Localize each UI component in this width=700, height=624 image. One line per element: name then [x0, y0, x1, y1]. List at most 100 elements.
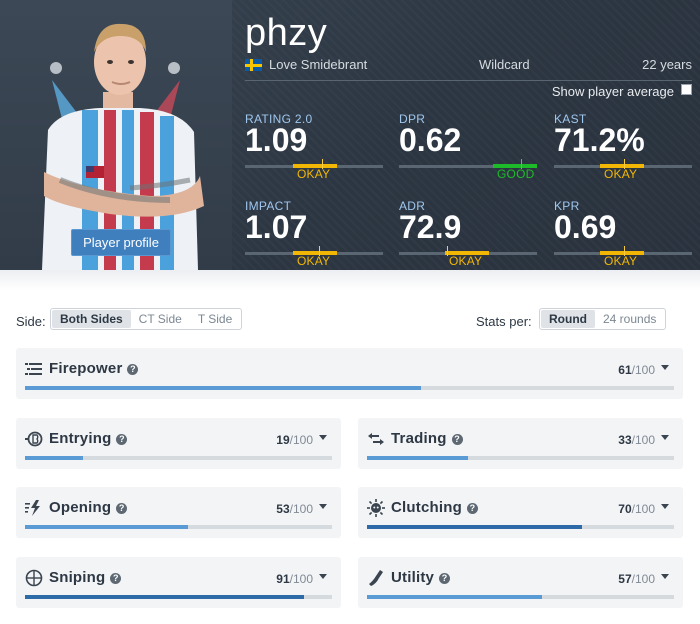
- skill-card-sniping[interactable]: Sniping? 91/100: [16, 557, 341, 608]
- stat-marker: [521, 159, 522, 169]
- stat-grade: OKAY: [297, 254, 331, 268]
- skill-title: Trading?: [391, 430, 463, 447]
- sweden-flag-icon: [245, 59, 262, 71]
- help-icon[interactable]: ?: [439, 573, 451, 584]
- help-icon[interactable]: ?: [116, 503, 128, 514]
- side-filter-label: Side:: [16, 314, 46, 329]
- skill-track: [25, 595, 332, 599]
- help-icon[interactable]: ?: [466, 503, 478, 514]
- player-photo: Player profile: [0, 0, 232, 270]
- skill-title: Sniping?: [49, 569, 122, 586]
- meta-divider: [245, 80, 692, 81]
- header-divider: [0, 270, 700, 290]
- stat-label: KAST: [554, 112, 587, 126]
- chevron-down-icon[interactable]: [661, 435, 669, 440]
- skill-card-opening[interactable]: Opening? 53/100: [16, 487, 341, 538]
- utility-icon: [369, 570, 383, 586]
- stat-kast: KAST 71.2% OKAY: [554, 112, 694, 184]
- skill-card-entrying[interactable]: Entrying? 19/100: [16, 418, 341, 469]
- chevron-down-icon[interactable]: [661, 504, 669, 509]
- stat-label: DPR: [399, 112, 426, 126]
- stat-track: [399, 165, 537, 168]
- skill-title: Utility?: [391, 569, 451, 586]
- skill-score: 33/100: [618, 433, 655, 447]
- player-team-link[interactable]: Wildcard: [479, 57, 530, 72]
- player-age: 22 years: [642, 57, 692, 72]
- skill-fill: [367, 525, 582, 529]
- chevron-down-icon[interactable]: [661, 365, 669, 370]
- clutching-icon: [367, 499, 385, 517]
- player-header: Player profile phzy Love Smidebrant Wild…: [0, 0, 700, 270]
- stats-per-round[interactable]: Round: [541, 310, 595, 328]
- stat-grade-bar: [445, 251, 489, 255]
- stat-grade: GOOD: [497, 167, 535, 181]
- skill-score: 70/100: [618, 502, 655, 516]
- skill-fill: [367, 595, 542, 599]
- skill-fill: [25, 456, 84, 460]
- stat-kpr: KPR 0.69 OKAY: [554, 199, 694, 270]
- player-real-name: Love Smidebrant: [269, 57, 368, 72]
- chevron-down-icon[interactable]: [319, 574, 327, 579]
- stat-value: 1.07: [245, 209, 308, 245]
- skill-score: 61/100: [618, 363, 655, 377]
- skill-title: Clutching?: [391, 499, 478, 516]
- chevron-down-icon[interactable]: [661, 574, 669, 579]
- skill-track: [367, 595, 674, 599]
- stat-grade-bar: [493, 164, 537, 168]
- stat-marker: [624, 159, 625, 169]
- stat-grade-bar: [293, 164, 337, 168]
- skill-track: [367, 456, 674, 460]
- stat-grade-bar: [293, 251, 337, 255]
- stat-value: 1.09: [245, 122, 308, 158]
- player-profile-button[interactable]: Player profile: [71, 229, 171, 256]
- stats-per-24-rounds[interactable]: 24 rounds: [603, 312, 657, 326]
- stat-value: 0.62: [399, 122, 462, 158]
- stat-value: 72.9: [399, 209, 462, 245]
- stat-marker: [624, 246, 625, 256]
- side-option-both[interactable]: Both Sides: [52, 310, 131, 328]
- stat-grade-bar: [600, 164, 644, 168]
- help-icon[interactable]: ?: [110, 573, 122, 584]
- stat-adr: ADR 72.9 OKAY: [399, 199, 539, 270]
- chevron-down-icon[interactable]: [319, 504, 327, 509]
- skill-score: 53/100: [276, 502, 313, 516]
- show-average-checkbox[interactable]: [681, 84, 692, 95]
- stat-marker: [322, 159, 323, 169]
- player-nickname: phzy: [245, 12, 328, 54]
- stat-marker: [447, 246, 448, 256]
- stat-label: IMPACT: [245, 199, 292, 213]
- sniping-icon: [25, 569, 43, 587]
- skill-card-firepower[interactable]: Firepower? 61/100: [16, 348, 683, 399]
- skill-track: [25, 525, 332, 529]
- stat-dpr: DPR 0.62 GOOD: [399, 112, 539, 184]
- skill-score: 91/100: [276, 572, 313, 586]
- skill-card-clutching[interactable]: Clutching? 70/100: [358, 487, 683, 538]
- stat-grade: OKAY: [297, 167, 331, 181]
- skill-card-utility[interactable]: Utility? 57/100: [358, 557, 683, 608]
- side-option-ct[interactable]: CT Side: [138, 312, 182, 326]
- stats-per-label: Stats per:: [476, 314, 532, 329]
- skill-track: [367, 525, 674, 529]
- chevron-down-icon[interactable]: [319, 435, 327, 440]
- skill-title: Firepower?: [49, 360, 139, 377]
- help-icon[interactable]: ?: [116, 434, 128, 445]
- stat-impact: IMPACT 1.07 OKAY: [245, 199, 385, 270]
- show-average-label: Show player average: [551, 84, 674, 99]
- stats-per-filter: Round 24 rounds: [539, 308, 667, 330]
- skill-track: [25, 386, 674, 390]
- stat-grade: OKAY: [604, 254, 638, 268]
- stat-label: RATING 2.0: [245, 112, 313, 126]
- opening-icon: [25, 500, 40, 516]
- stat-grade: OKAY: [449, 254, 483, 268]
- entrying-icon: [25, 431, 43, 447]
- player-meta: Love Smidebrant Wildcard 22 years: [245, 57, 692, 73]
- skill-fill: [25, 386, 421, 390]
- side-option-t[interactable]: T Side: [197, 312, 233, 326]
- skill-fill: [25, 525, 188, 529]
- skill-title: Opening?: [49, 499, 128, 516]
- skill-card-trading[interactable]: Trading? 33/100: [358, 418, 683, 469]
- help-icon[interactable]: ?: [451, 434, 463, 445]
- stat-value: 71.2%: [554, 122, 645, 158]
- help-icon[interactable]: ?: [127, 364, 139, 375]
- skill-fill: [367, 456, 469, 460]
